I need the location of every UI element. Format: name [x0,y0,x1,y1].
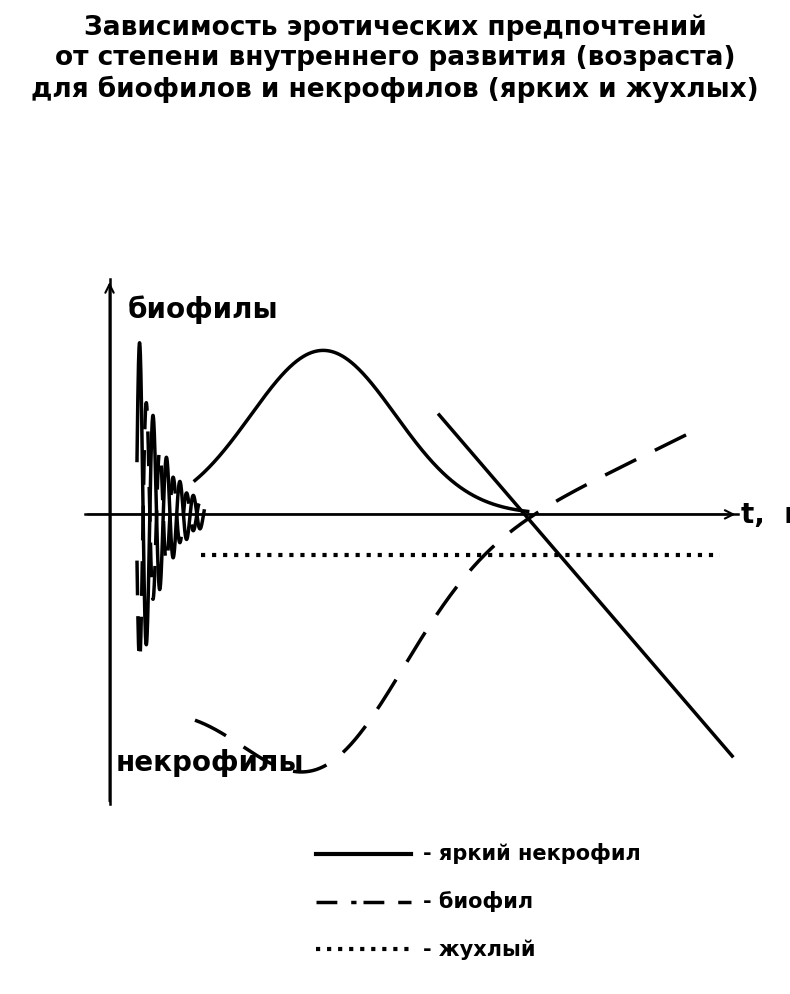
Text: - биофил: - биофил [423,891,532,912]
Text: Зависимость эротических предпочтений
от степени внутреннего развития (возраста)
: Зависимость эротических предпочтений от … [31,15,759,102]
Text: биофилы: биофилы [128,295,278,324]
Text: некрофилы: некрофилы [115,748,304,777]
Text: t,  годы: t, годы [741,500,790,529]
Text: - жухлый: - жухлый [423,939,535,959]
Text: - яркий некрофил: - яркий некрофил [423,843,641,865]
